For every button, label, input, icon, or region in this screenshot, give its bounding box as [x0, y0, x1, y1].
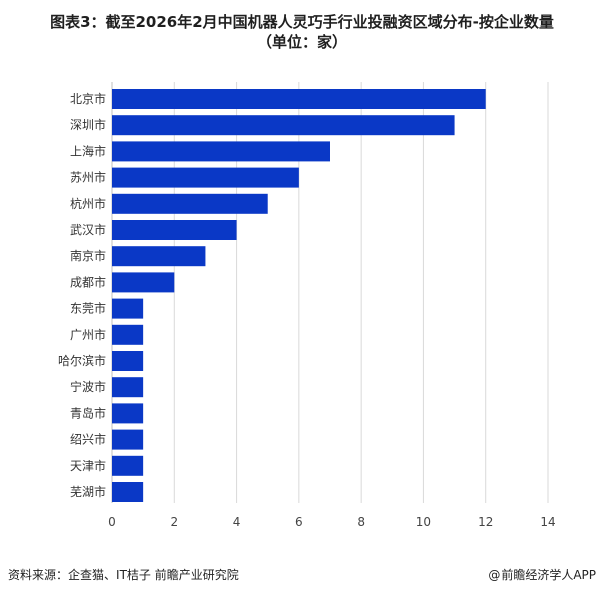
- footer: 资料来源企查猫、IT桔子 前瞻产业研究院 @前瞻经济学人APP: [8, 566, 596, 584]
- category-label: 宁波市: [70, 379, 106, 394]
- source-note: 资料来源企查猫、IT桔子 前瞻产业研究院: [8, 566, 239, 584]
- category-label: 南京市: [70, 248, 106, 263]
- bar: [112, 141, 330, 162]
- category-label: 苏州市: [70, 170, 106, 185]
- chart-title: 图表3：截至2026年2月中国机器人灵巧手行业投融资区域分布-按企业数量 单位：…: [0, 12, 604, 52]
- category-label: 哈尔滨市: [58, 353, 106, 368]
- bar: [112, 351, 144, 371]
- category-label: 武汉市: [70, 222, 106, 237]
- bar: [112, 482, 144, 502]
- chart-subtitle: 单位：家: [0, 32, 604, 52]
- source-label: 资料来源: [8, 568, 68, 582]
- category-label: 东莞市: [70, 301, 106, 316]
- x-tick-label: 4: [233, 515, 241, 529]
- category-label: 绍兴市: [70, 432, 106, 447]
- bar: [112, 167, 299, 188]
- category-label: 深圳市: [70, 117, 106, 132]
- x-tick-label: 2: [170, 515, 178, 529]
- category-label: 杭州市: [70, 196, 106, 211]
- bar: [112, 403, 144, 424]
- x-tick-label: 6: [295, 515, 303, 529]
- bars: [112, 89, 486, 502]
- bar: [112, 429, 144, 450]
- source-text: 企查猫、IT桔子 前瞻产业研究院: [68, 568, 239, 582]
- brand-note: @前瞻经济学人APP: [488, 566, 596, 584]
- bar: [112, 377, 144, 398]
- x-tick-label: 10: [416, 515, 431, 529]
- category-label: 广州市: [70, 327, 106, 342]
- category-labels: 北京市深圳市上海市苏州市杭州市武汉市南京市成都市东莞市广州市哈尔滨市宁波市青岛市…: [58, 91, 106, 499]
- bar: [112, 324, 144, 345]
- bar: [112, 246, 206, 267]
- bar: [112, 115, 455, 136]
- bar: [112, 220, 237, 240]
- category-label: 芜湖市: [70, 484, 106, 499]
- bar: [112, 455, 144, 476]
- at-symbol: @: [488, 568, 501, 582]
- bar: [112, 89, 486, 109]
- category-label: 北京市: [70, 91, 106, 106]
- category-label: 上海市: [70, 143, 106, 158]
- x-tick-labels: 0 2 4 6 8 10 12 14: [108, 515, 555, 529]
- category-label: 天津市: [70, 458, 106, 473]
- bar: [112, 193, 268, 214]
- chart-title-text: 图表3：截至2026年2月中国机器人灵巧手行业投融资区域分布-按企业数量: [50, 13, 554, 31]
- brand-text: 前瞻经济学人APP: [501, 568, 596, 582]
- x-tick-label: 0: [108, 515, 116, 529]
- category-label: 成都市: [70, 274, 106, 289]
- bar: [112, 272, 175, 293]
- category-label: 青岛市: [70, 405, 106, 420]
- bar: [112, 298, 144, 319]
- x-tick-label: 14: [540, 515, 555, 529]
- x-tick-label: 12: [478, 515, 493, 529]
- x-tick-label: 8: [357, 515, 365, 529]
